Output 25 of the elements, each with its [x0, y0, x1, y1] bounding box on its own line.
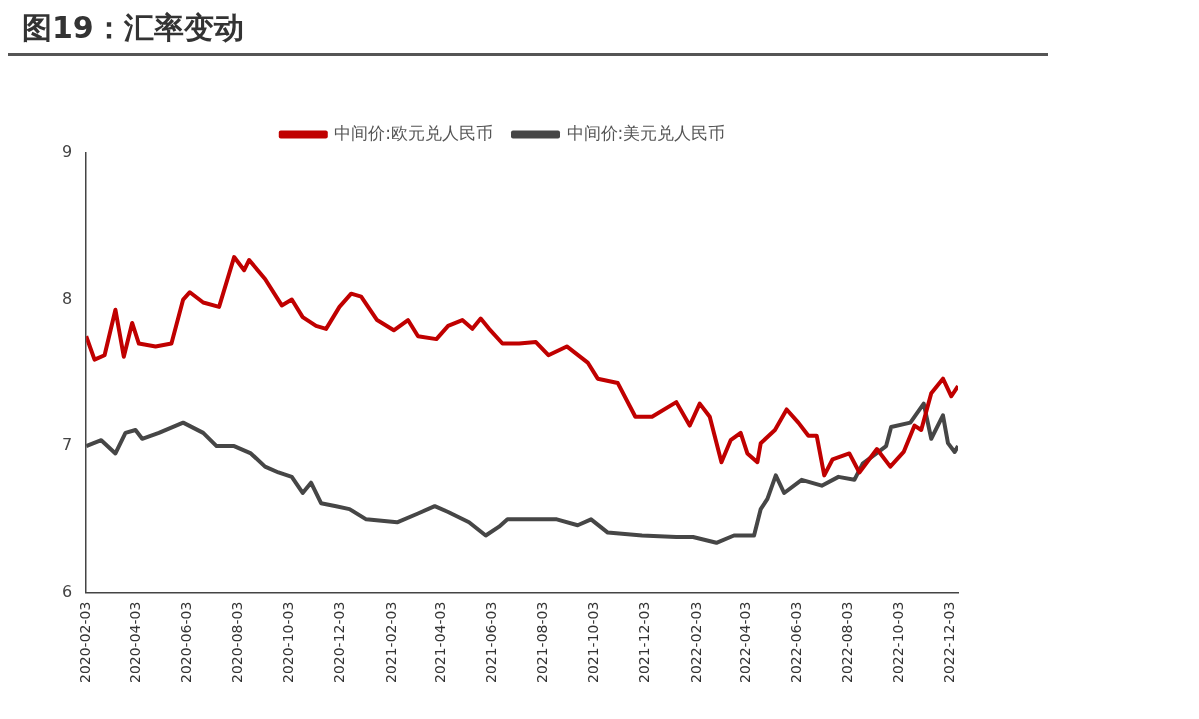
x-tick-label: 2021-06-03	[483, 601, 500, 684]
chart-title: 图19：汇率变动	[8, 8, 1048, 56]
y-tick-label: 7	[61, 435, 73, 455]
legend-label: 中间价:美元兑人民币	[566, 122, 726, 143]
x-tick-label: 2022-04-03	[737, 601, 754, 684]
x-tick-label: 2022-12-03	[941, 601, 958, 684]
x-tick-label: 2021-12-03	[636, 601, 653, 684]
x-tick-label: 2020-12-03	[330, 601, 347, 684]
x-tick-label: 2020-10-03	[279, 601, 296, 684]
legend-label: 中间价:欧元兑人民币	[334, 122, 494, 143]
x-tick-label: 2020-04-03	[126, 601, 143, 684]
x-tick-label: 2022-06-03	[788, 601, 805, 684]
x-tick-label: 2020-08-03	[228, 601, 245, 684]
x-tick-label: 2022-10-03	[890, 601, 907, 684]
x-tick-label: 2022-08-03	[839, 601, 856, 684]
y-tick-label: 6	[61, 581, 73, 601]
x-tick-label: 2021-08-03	[534, 601, 551, 684]
x-tick-label: 2021-10-03	[585, 601, 602, 684]
x-tick-label: 2021-02-03	[382, 601, 399, 684]
y-tick-label: 8	[61, 288, 73, 308]
x-tick-label: 2022-02-03	[687, 601, 704, 684]
y-tick-label: 9	[61, 142, 73, 162]
x-tick-label: 2021-04-03	[432, 601, 449, 684]
x-tick-label: 2020-02-03	[76, 601, 93, 684]
x-tick-label: 2020-06-03	[177, 601, 194, 684]
